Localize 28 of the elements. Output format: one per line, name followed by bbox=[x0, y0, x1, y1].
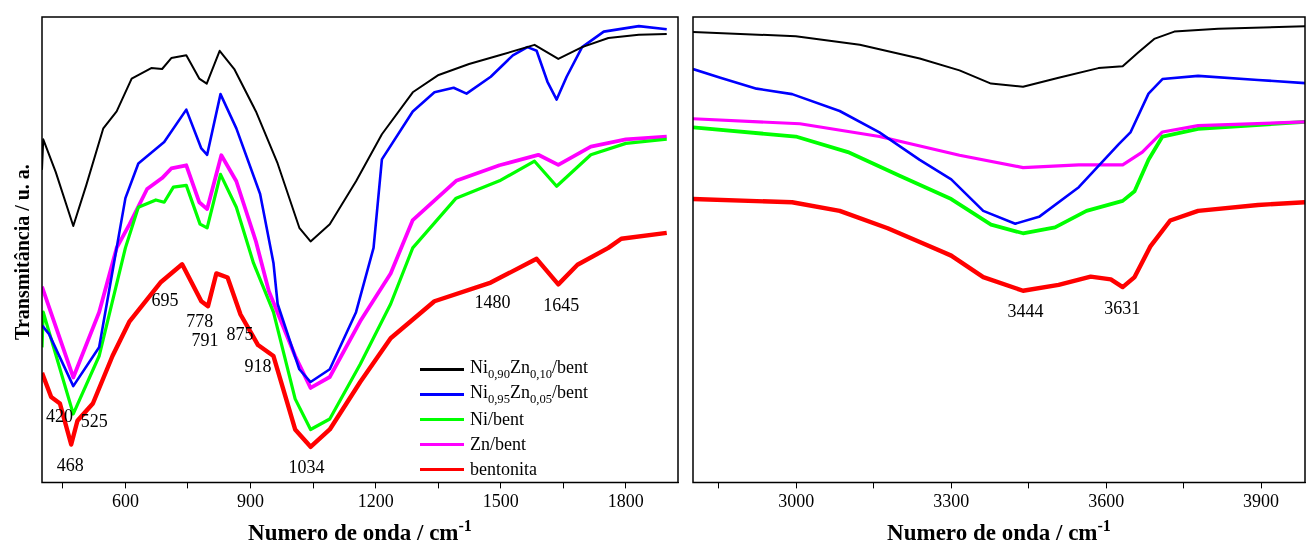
x-tick-label: 600 bbox=[111, 490, 139, 511]
annotation: 3444 bbox=[1007, 301, 1044, 322]
x-tick-label: 3300 bbox=[933, 490, 970, 511]
annotation: 791 bbox=[191, 329, 219, 350]
legend-label: Ni$_{0,95}$Zn$_{0,05}$/bent bbox=[469, 382, 588, 407]
y-axis-title: Transmitância / u. a. bbox=[10, 164, 34, 340]
legend-label: bentonita bbox=[469, 459, 537, 480]
x-tick-label: 900 bbox=[237, 490, 265, 511]
x-tick-label: 3900 bbox=[1243, 490, 1280, 511]
annotation: 3631 bbox=[1104, 297, 1141, 318]
annotation: 1034 bbox=[288, 456, 325, 477]
x-axis-title: Numero de onda / cm$^{-1}$ bbox=[887, 517, 1111, 546]
legend-label: Zn/bent bbox=[469, 434, 526, 455]
annotation: 918 bbox=[244, 355, 272, 376]
annotation: 525 bbox=[80, 411, 108, 431]
annotation: 1480 bbox=[474, 292, 511, 313]
legend-label: Ni$_{0,90}$Zn$_{0,10}$/bent bbox=[469, 357, 588, 382]
x-tick-label: 1500 bbox=[482, 490, 519, 511]
annotation: 695 bbox=[151, 290, 179, 311]
x-tick-label: 1200 bbox=[357, 490, 394, 511]
legend-label: Ni/bent bbox=[469, 409, 524, 430]
annotation: 468 bbox=[56, 455, 84, 476]
annotation: 778 bbox=[186, 310, 214, 331]
x-tick-label: 3600 bbox=[1088, 490, 1125, 511]
annotation: 1645 bbox=[543, 295, 580, 316]
x-tick-label: 1800 bbox=[607, 490, 644, 511]
x-tick-label: 3000 bbox=[778, 490, 815, 511]
x-axis-title: Numero de onda / cm$^{-1}$ bbox=[248, 517, 472, 546]
